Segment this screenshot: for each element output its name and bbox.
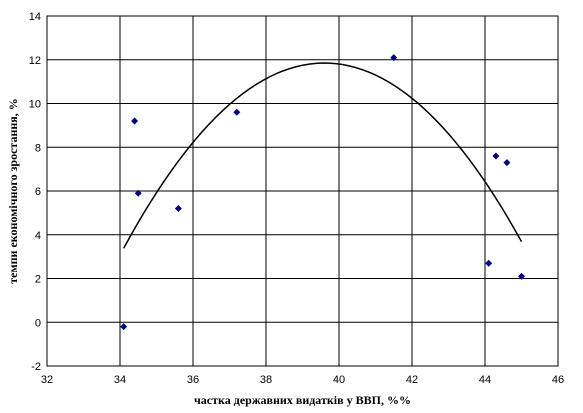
y-axis-title: темпи економічного зростання, % — [6, 98, 20, 284]
data-point — [492, 152, 500, 160]
data-point — [233, 108, 241, 116]
y-tick-label: 0 — [35, 317, 41, 329]
data-point — [485, 259, 493, 267]
x-tick-label: 46 — [552, 374, 564, 386]
y-tick-label: 6 — [35, 186, 41, 198]
x-tick-label: 34 — [114, 374, 126, 386]
trendline — [122, 62, 523, 249]
y-tick-label: -2 — [31, 361, 41, 373]
plot-area-border — [46, 15, 559, 367]
data-points — [120, 54, 525, 331]
x-tick-label: 42 — [406, 374, 418, 386]
data-point — [503, 159, 511, 167]
y-tick-labels: -2 0 2 4 6 8 10 12 14 — [29, 11, 41, 373]
x-axis-title: частка державних видатків у ВВП, %% — [194, 393, 411, 407]
data-point — [120, 323, 128, 331]
data-point — [174, 205, 182, 212]
y-tick-label: 14 — [29, 11, 41, 23]
data-point — [131, 117, 139, 125]
x-tick-label: 32 — [41, 374, 53, 386]
y-tick-label: 12 — [29, 55, 41, 67]
y-tick-label: 10 — [29, 99, 41, 111]
data-point — [134, 189, 142, 197]
x-tick-label: 44 — [479, 374, 491, 386]
x-tick-label: 40 — [333, 374, 345, 386]
y-tick-label: 2 — [35, 274, 41, 286]
x-tick-label: 38 — [260, 374, 272, 386]
y-tick-label: 4 — [35, 230, 41, 242]
y-tick-label: 8 — [35, 142, 41, 154]
data-point — [390, 54, 398, 62]
x-tick-labels: 32 34 36 38 40 42 44 46 — [41, 374, 564, 386]
data-point — [518, 272, 525, 280]
x-tick-label: 36 — [187, 374, 199, 386]
